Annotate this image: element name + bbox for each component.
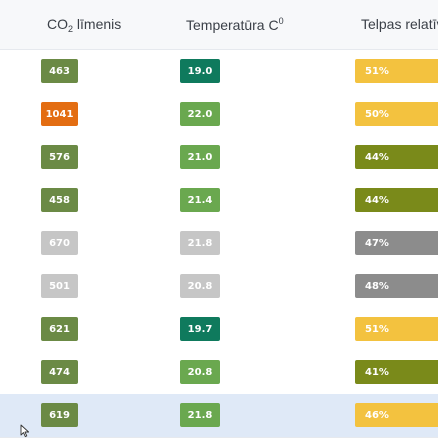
table-row[interactable]: 474 20.8 41% bbox=[0, 351, 438, 395]
co2-badge: 474 bbox=[41, 360, 78, 384]
table-row[interactable]: 501 20.8 48% bbox=[0, 265, 438, 309]
column-header-co2[interactable]: CO2 līmenis bbox=[47, 16, 122, 34]
temperature-badge: 22.0 bbox=[180, 102, 220, 126]
co2-badge: 576 bbox=[41, 145, 78, 169]
humidity-badge: 51% bbox=[355, 59, 438, 83]
temperature-badge: 21.8 bbox=[180, 231, 220, 255]
humidity-badge: 48% bbox=[355, 274, 438, 298]
temperature-badge: 21.4 bbox=[180, 188, 220, 212]
temperature-badge: 21.8 bbox=[180, 403, 220, 427]
humidity-badge: 47% bbox=[355, 231, 438, 255]
table-row[interactable]: 576 21.0 44% bbox=[0, 136, 438, 180]
table-row[interactable]: 458 21.4 44% bbox=[0, 179, 438, 223]
co2-badge: 463 bbox=[41, 59, 78, 83]
column-header-temperature[interactable]: Temperatūra C0 bbox=[186, 16, 284, 33]
co2-badge: 619 bbox=[41, 403, 78, 427]
table-row-hovered[interactable]: 619 21.8 46% bbox=[0, 394, 438, 438]
table-header: CO2 līmenis Temperatūra C0 Telpas relatī… bbox=[0, 0, 438, 50]
humidity-badge: 41% bbox=[355, 360, 438, 384]
table-row[interactable]: 621 19.7 51% bbox=[0, 308, 438, 352]
co2-badge: 670 bbox=[41, 231, 78, 255]
co2-badge: 458 bbox=[41, 188, 78, 212]
table-row[interactable]: 670 21.8 47% bbox=[0, 222, 438, 266]
temperature-badge: 20.8 bbox=[180, 360, 220, 384]
temperature-badge: 19.0 bbox=[180, 59, 220, 83]
humidity-badge: 51% bbox=[355, 317, 438, 341]
humidity-badge: 44% bbox=[355, 145, 438, 169]
table-row[interactable]: 463 19.0 51% bbox=[0, 50, 438, 94]
table-row[interactable]: 1041 22.0 50% bbox=[0, 93, 438, 137]
temperature-badge: 21.0 bbox=[180, 145, 220, 169]
humidity-badge: 50% bbox=[355, 102, 438, 126]
mouse-cursor-icon bbox=[20, 424, 30, 438]
column-header-humidity[interactable]: Telpas relatīv bbox=[361, 16, 438, 32]
humidity-badge: 44% bbox=[355, 188, 438, 212]
co2-badge: 621 bbox=[41, 317, 78, 341]
humidity-badge: 46% bbox=[355, 403, 438, 427]
temperature-badge: 19.7 bbox=[180, 317, 220, 341]
co2-badge: 501 bbox=[41, 274, 78, 298]
co2-badge: 1041 bbox=[41, 102, 78, 126]
temperature-badge: 20.8 bbox=[180, 274, 220, 298]
